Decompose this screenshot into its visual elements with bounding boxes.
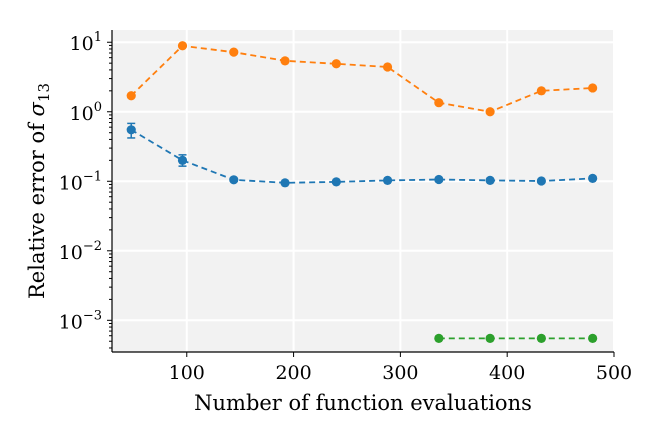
y-axis-label: Relative error of σ13: [25, 83, 53, 299]
data-point: [485, 333, 495, 343]
data-point: [536, 176, 546, 186]
x-tick-label: 200: [275, 362, 311, 384]
axes: 100 200 300 400 500 101 100 10−1 10−2 10−3: [59, 30, 632, 384]
labels: Number of function evaluations Relative …: [25, 83, 532, 415]
data-point: [588, 83, 598, 93]
y-axis-label-symbol: σ: [25, 101, 49, 116]
x-tick-label: 500: [596, 362, 632, 384]
y-axis-label-prefix: Relative error of: [25, 116, 49, 299]
data-point: [331, 177, 341, 187]
series: [126, 41, 598, 343]
data-point: [331, 59, 341, 69]
series-1: [126, 41, 598, 117]
y-tick-label: 100: [70, 100, 102, 125]
data-point: [536, 86, 546, 96]
data-point: [280, 178, 290, 188]
data-point: [126, 91, 136, 101]
x-tick-label: 300: [382, 362, 418, 384]
series-0: [126, 122, 598, 188]
x-axis-label: Number of function evaluations: [194, 391, 532, 415]
data-point: [485, 175, 495, 185]
data-point: [588, 173, 598, 183]
data-point: [229, 175, 239, 185]
data-point: [229, 47, 239, 57]
data-point: [382, 62, 393, 72]
grid: [112, 30, 615, 352]
data-point: [280, 56, 290, 66]
data-point: [126, 125, 136, 135]
data-point: [177, 41, 188, 51]
x-tick-label: 400: [489, 362, 525, 384]
x-tick-label: 100: [169, 362, 205, 384]
series-line: [130, 129, 593, 184]
data-point: [434, 174, 444, 185]
data-point: [177, 155, 188, 165]
plot-background: [112, 30, 614, 352]
data-point: [382, 175, 393, 185]
data-point: [588, 333, 598, 343]
series-2: [434, 333, 598, 343]
y-tick-label: 10−3: [59, 308, 102, 333]
y-tick-label: 101: [70, 30, 102, 55]
y-tick-label: 10−1: [59, 169, 102, 194]
y-tick-label: 10−2: [59, 239, 102, 264]
data-point: [434, 98, 444, 108]
data-point: [485, 107, 495, 117]
series-line: [130, 44, 593, 113]
data-point: [434, 333, 444, 343]
data-point: [536, 333, 546, 343]
y-axis-label-subscript: 13: [35, 83, 53, 102]
